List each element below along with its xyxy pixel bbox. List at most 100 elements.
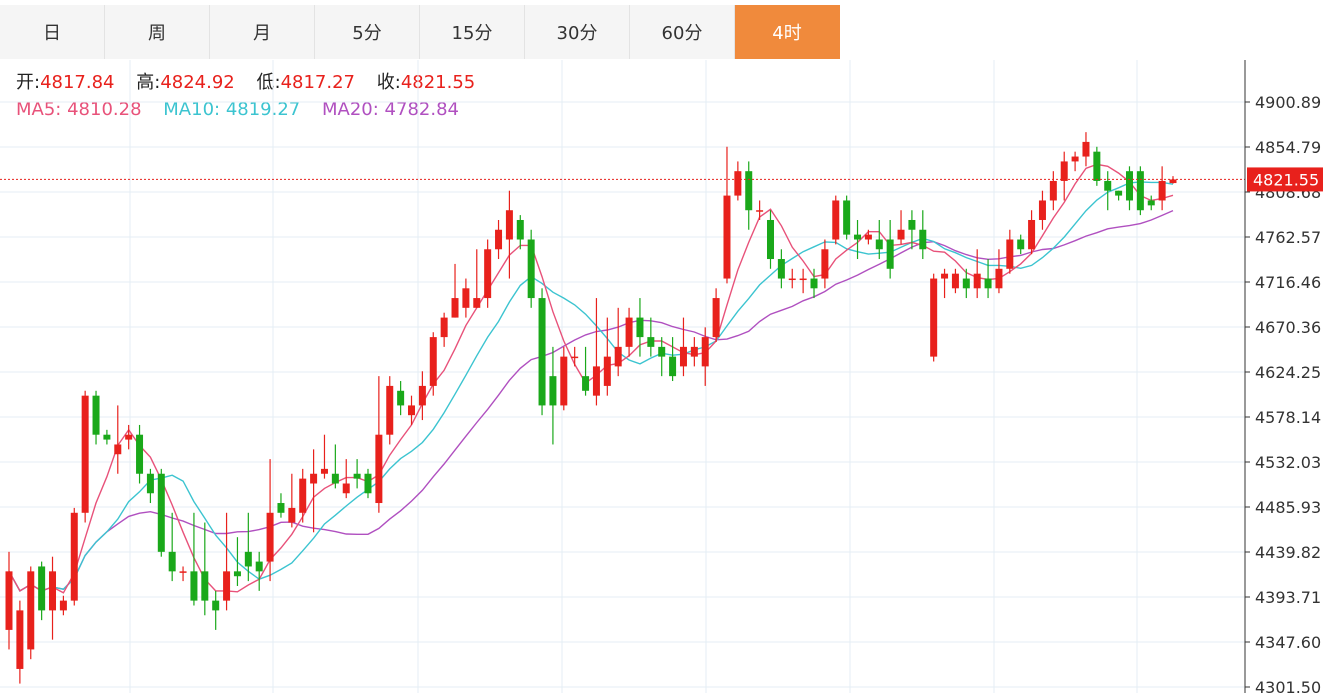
candle-body xyxy=(1125,171,1133,201)
candle xyxy=(756,200,764,220)
candle xyxy=(592,298,600,406)
candle-body xyxy=(799,278,807,281)
candle-body xyxy=(484,249,492,299)
ma10-value: 4819.27 xyxy=(225,99,301,120)
candle xyxy=(353,459,361,489)
tab-4hour[interactable]: 4时 xyxy=(735,5,840,59)
candle xyxy=(1093,146,1101,186)
candle-body xyxy=(146,473,154,494)
candle-body xyxy=(658,346,666,357)
candle xyxy=(1125,166,1133,211)
candle-body xyxy=(342,483,350,494)
candle-body xyxy=(375,434,383,504)
tab-week[interactable]: 周 xyxy=(105,5,210,59)
candle-body xyxy=(473,298,481,308)
tab-15min[interactable]: 15分 xyxy=(420,5,525,59)
candle xyxy=(962,268,970,299)
ma10-label: MA10: xyxy=(163,99,221,120)
candle-body xyxy=(1071,156,1079,162)
y-axis: 4900.894854.794808.684762.574716.464670.… xyxy=(1244,60,1323,693)
candle xyxy=(27,566,35,660)
candle-body xyxy=(1082,141,1090,157)
candle-body xyxy=(397,390,405,406)
candle xyxy=(201,522,209,616)
tab-30min[interactable]: 30分 xyxy=(525,5,630,59)
candle-body xyxy=(495,229,503,250)
low-label: 低: xyxy=(256,72,281,93)
candle-body xyxy=(331,473,339,484)
y-tick-label: 4900.89 xyxy=(1255,93,1321,112)
candle-body xyxy=(1006,239,1014,269)
y-tick-label: 4716.46 xyxy=(1255,273,1321,292)
candle xyxy=(560,346,568,411)
candle xyxy=(233,537,241,586)
high-label: 高: xyxy=(136,72,161,93)
candle-body xyxy=(864,234,872,240)
candle xyxy=(146,468,154,504)
candle-body xyxy=(103,434,111,440)
ma20-value: 4782.84 xyxy=(384,99,459,120)
candle xyxy=(103,429,111,445)
ma10-line xyxy=(8,181,1174,592)
candle-body xyxy=(451,298,459,318)
candle-body xyxy=(244,551,252,567)
candle-body xyxy=(70,512,78,601)
candles xyxy=(5,132,1177,684)
candle xyxy=(223,512,231,611)
candle xyxy=(745,161,753,230)
candle-body xyxy=(418,385,426,406)
candle xyxy=(843,195,851,240)
candle xyxy=(81,390,89,523)
candle xyxy=(1082,132,1090,167)
candle xyxy=(897,210,905,245)
ma20-line xyxy=(8,209,1174,592)
candle-body xyxy=(320,468,328,474)
candle xyxy=(331,444,339,489)
candle xyxy=(255,551,263,591)
candle xyxy=(788,268,796,289)
candle-body xyxy=(712,298,720,338)
candle xyxy=(951,268,959,294)
candle-body xyxy=(136,434,144,474)
candle-body xyxy=(734,171,742,196)
candle xyxy=(440,312,448,347)
candle xyxy=(549,346,557,445)
close-value: 4821.55 xyxy=(400,72,476,93)
candle-body xyxy=(310,473,318,484)
candle xyxy=(408,395,416,425)
candle-body xyxy=(1060,161,1068,181)
candle-body xyxy=(560,356,568,406)
candle xyxy=(70,507,78,606)
candle-body xyxy=(49,571,57,611)
candle-body xyxy=(777,259,785,279)
ma5-label: MA5: xyxy=(16,99,62,120)
candle xyxy=(49,556,57,640)
tab-5min[interactable]: 5分 xyxy=(315,5,420,59)
candle xyxy=(571,346,579,367)
candle xyxy=(451,263,459,318)
candle xyxy=(1049,171,1057,211)
candle-body xyxy=(233,571,241,577)
candle-body xyxy=(527,239,535,299)
price-tag-label: 4821.55 xyxy=(1253,170,1319,189)
candle xyxy=(995,249,1003,294)
candle xyxy=(984,259,992,299)
tab-day[interactable]: 日 xyxy=(0,5,105,59)
candle xyxy=(908,210,916,250)
candle xyxy=(473,249,481,308)
candle xyxy=(320,434,328,479)
candle-body xyxy=(723,195,731,279)
candle xyxy=(212,590,220,630)
candle xyxy=(1038,190,1046,230)
open-label: 开: xyxy=(16,72,41,93)
y-tick-label: 4439.82 xyxy=(1255,543,1321,562)
candle-body xyxy=(832,200,840,240)
tab-60min[interactable]: 60分 xyxy=(630,5,735,59)
candle-body xyxy=(745,171,753,211)
candle-body xyxy=(386,385,394,435)
candle-body xyxy=(766,219,774,260)
candle xyxy=(941,268,949,299)
candle-body xyxy=(810,278,818,289)
tab-month[interactable]: 月 xyxy=(210,5,315,59)
